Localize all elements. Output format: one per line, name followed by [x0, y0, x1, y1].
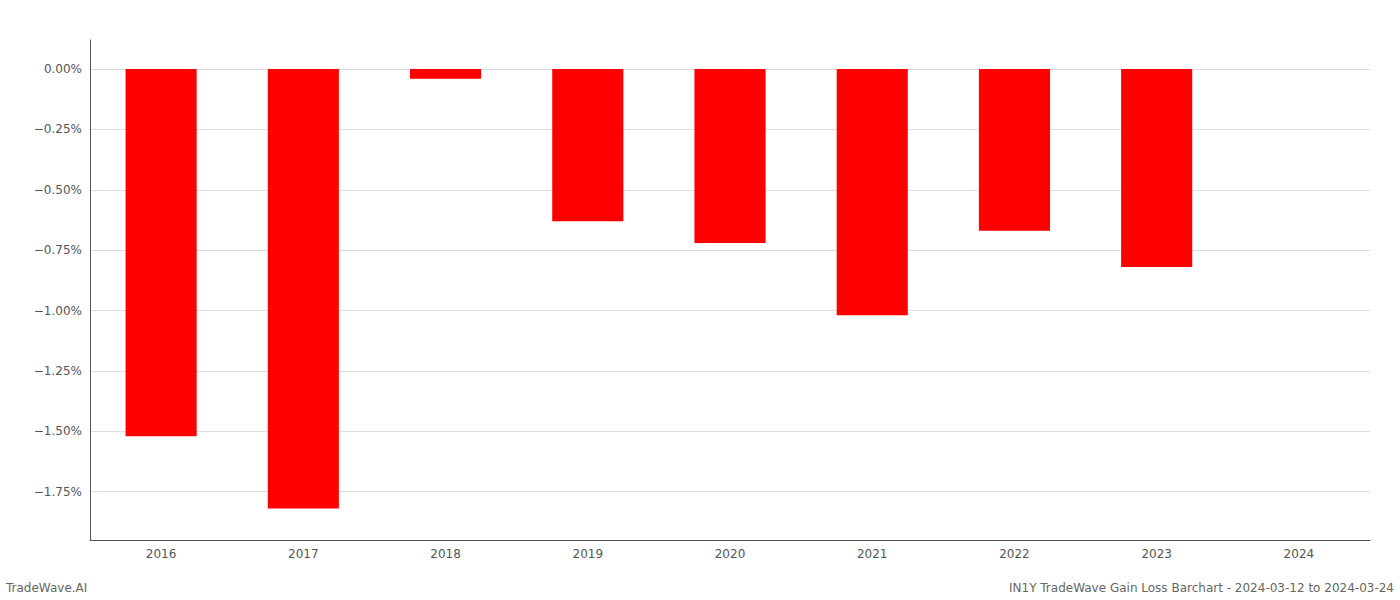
svg-text:−0.75%: −0.75%: [34, 243, 82, 257]
svg-text:2022: 2022: [999, 547, 1030, 561]
svg-text:−1.50%: −1.50%: [34, 424, 82, 438]
svg-text:IN1Y TradeWave Gain Loss Barch: IN1Y TradeWave Gain Loss Barchart - 2024…: [1009, 581, 1394, 595]
svg-text:2021: 2021: [857, 547, 888, 561]
svg-text:2019: 2019: [573, 547, 604, 561]
svg-text:−1.75%: −1.75%: [34, 485, 82, 499]
svg-text:2017: 2017: [288, 547, 319, 561]
svg-text:2016: 2016: [146, 547, 177, 561]
svg-text:2020: 2020: [715, 547, 746, 561]
svg-text:−0.50%: −0.50%: [34, 183, 82, 197]
svg-text:−1.25%: −1.25%: [34, 364, 82, 378]
svg-text:2023: 2023: [1141, 547, 1172, 561]
svg-text:2024: 2024: [1284, 547, 1315, 561]
svg-text:−0.25%: −0.25%: [34, 122, 82, 136]
svg-text:−1.00%: −1.00%: [34, 304, 82, 318]
svg-text:TradeWave.AI: TradeWave.AI: [5, 581, 87, 595]
svg-text:0.00%: 0.00%: [44, 62, 82, 76]
svg-text:2018: 2018: [430, 547, 461, 561]
